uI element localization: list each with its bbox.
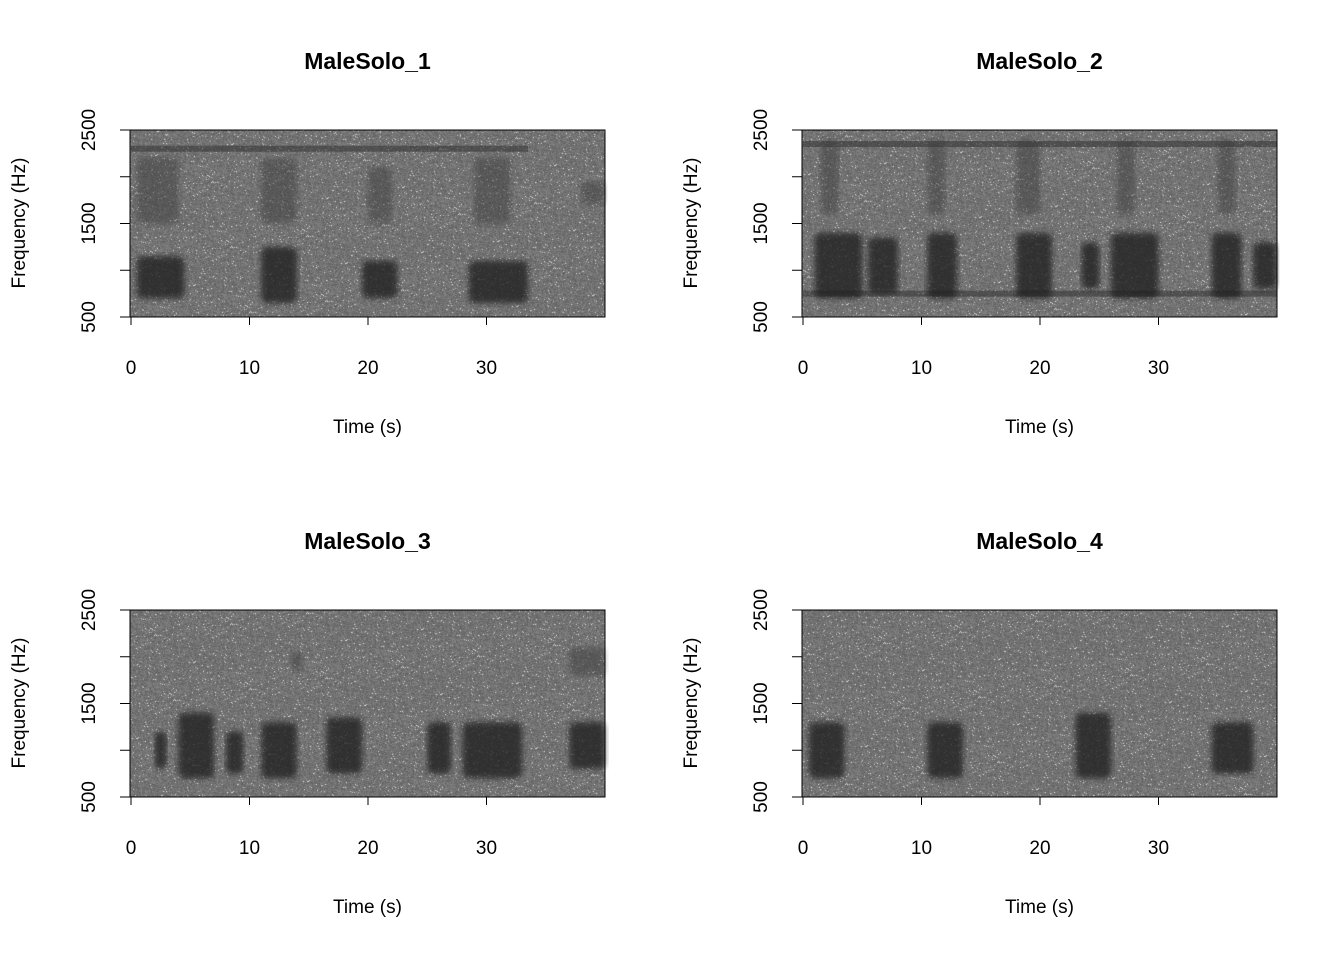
call-blob [1253,242,1277,289]
chart-title: MaleSolo_3 [304,528,431,554]
spectrogram-panel-3: MaleSolo_3 Time (s) Frequency (Hz) 0 10 20 3… [0,480,672,960]
call-blob [261,722,297,779]
call-blob [1211,722,1254,774]
call-blob [1016,139,1040,215]
spectrogram-panel-4: MaleSolo_4 Time (s) Frequency (Hz) 0 10 20 3… [672,480,1344,960]
x-tick-label: 20 [1029,358,1050,379]
y-tick-label: 500 [79,301,100,333]
call-blob [1081,242,1100,289]
chart-title: MaleSolo_4 [976,528,1103,554]
y-tick-label: 1500 [751,682,772,724]
call-blob [462,722,523,779]
x-tick-label: 10 [911,358,932,379]
call-blob [1111,232,1159,299]
call-blob [1211,232,1242,299]
call-blob [820,139,839,215]
x-axis-label: Time (s) [1005,417,1074,438]
y-tick-label: 1500 [79,682,100,724]
y-tick-label: 500 [751,781,772,813]
call-blob [154,731,167,769]
y-tick-label: 2500 [751,589,772,631]
tonal-band [131,145,528,152]
call-blob [474,158,511,224]
y-tick-label: 500 [79,781,100,813]
call-blob [368,167,392,224]
call-blob [178,712,214,779]
call-blob [868,237,898,294]
x-axis-label: Time (s) [1005,897,1074,918]
y-tick-label: 500 [751,301,772,333]
spectrogram-panel-1: MaleSolo_1 Time (s) Frequency (Hz) 0 10 20 3… [0,0,672,480]
x-tick-label: 20 [1029,838,1050,859]
y-tick-label: 2500 [751,109,772,151]
call-blob [569,647,605,676]
call-blob [261,158,297,224]
y-tick-label: 2500 [79,109,100,151]
x-tick-label: 30 [1148,358,1169,379]
call-blob [261,246,297,303]
call-blob [581,181,605,205]
call-blob [290,652,303,671]
x-tick-label: 20 [357,838,378,859]
x-tick-label: 30 [476,838,497,859]
x-tick-label: 30 [1148,838,1169,859]
call-blob [1217,139,1236,215]
call-blob [225,731,244,774]
y-tick-label: 1500 [751,202,772,244]
tonal-band [803,141,1277,148]
call-blob [927,722,963,779]
x-tick-label: 10 [239,838,260,859]
call-blob [136,158,179,224]
call-blob [136,256,185,299]
x-tick-label: 10 [911,838,932,859]
call-blob [468,260,528,303]
y-tick-label: 1500 [79,202,100,244]
x-tick-label: 0 [798,838,809,859]
call-blob [1117,139,1135,215]
x-tick-label: 10 [239,358,260,379]
x-axis-label: Time (s) [333,417,402,438]
x-tick-label: 20 [357,358,378,379]
call-blob [1016,232,1052,299]
x-tick-label: 0 [126,838,137,859]
call-blob [362,260,398,299]
chart-title: MaleSolo_2 [976,48,1103,74]
call-blob [927,139,946,215]
x-axis-label: Time (s) [333,897,402,918]
call-blob [814,232,863,299]
x-tick-label: 0 [798,358,809,379]
call-blob [927,232,958,299]
call-blob [326,717,363,774]
spectrogram-image [802,610,1277,797]
plot-frame [801,609,1278,798]
call-blob [1075,712,1112,779]
y-tick-label: 2500 [79,589,100,631]
call-blob [427,722,451,774]
x-tick-label: 0 [126,358,137,379]
call-blob [569,722,605,769]
spectrogram-panel-2: MaleSolo_2 Time (s) Frequency (Hz) 0 10 20 3… [672,0,1344,480]
x-tick-label: 30 [476,358,497,379]
chart-title: MaleSolo_1 [304,48,431,74]
call-blob [808,722,845,779]
